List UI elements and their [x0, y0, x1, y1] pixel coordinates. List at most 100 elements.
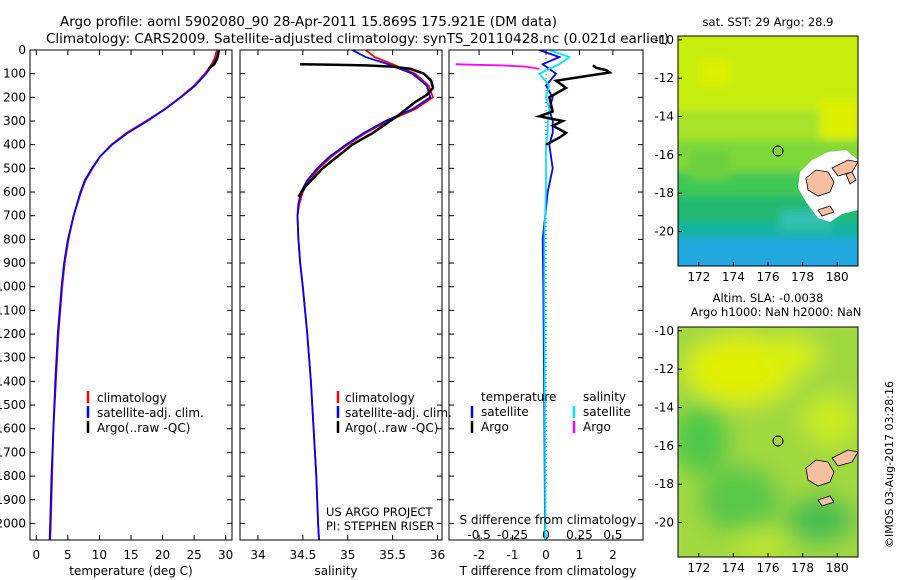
- legend-label-climatology: climatology: [97, 391, 167, 405]
- map-y-tick-label: -10: [654, 324, 674, 338]
- y-tick-label: 800: [3, 232, 26, 246]
- x-tick-label: 35: [340, 548, 355, 562]
- legend-label-temp-argo: Argo: [481, 420, 509, 434]
- map-y-tick-label: -20: [654, 516, 674, 530]
- map-x-tick-label: 178: [791, 561, 814, 575]
- difference-x2label: S difference from climatology: [460, 513, 637, 527]
- sla-float-marker: [772, 435, 784, 447]
- series-satellite-adj-clim-: [296, 50, 432, 540]
- legend-label-climatology: climatology: [345, 391, 415, 405]
- y-tick-label: 1000: [0, 280, 26, 294]
- x-tick-label: -1: [507, 548, 519, 562]
- x-tick-label: 35.5: [379, 548, 406, 562]
- x-tick-label: 5: [64, 548, 72, 562]
- legend-label-satellite: satellite-adj. clim.: [97, 406, 204, 420]
- map-y-tick-label: -12: [654, 71, 674, 85]
- legend-label-temp-satellite: satellite: [481, 405, 529, 419]
- header-line-2: Climatology: CARS2009. Satellite-adjuste…: [46, 31, 669, 47]
- x-tick-label: 34.5: [289, 548, 316, 562]
- y-tick-label: 1200: [0, 327, 26, 341]
- legend-title-salinity: salinity: [583, 390, 626, 404]
- map-y-tick-label: -18: [654, 477, 674, 491]
- y-tick-label: 600: [3, 185, 26, 199]
- x-tick-label: 15: [123, 548, 138, 562]
- y-tick-label: 2000: [0, 516, 26, 530]
- y-tick-label: 900: [3, 256, 26, 270]
- sst-heatmap-field: [678, 36, 858, 266]
- header-line-1: Argo profile: aoml 5902080_90 28-Apr-201…: [60, 14, 557, 30]
- y-tick-label: 700: [3, 209, 26, 223]
- sst-float-marker: [772, 145, 784, 157]
- legend-label-sal-satellite: satellite: [583, 405, 631, 419]
- series-argo-raw-qc-: [207, 50, 220, 70]
- map-y-tick-label: -16: [654, 148, 674, 162]
- y-tick-label: 300: [3, 114, 26, 128]
- temperature-frame: [29, 49, 233, 541]
- fiji-islands: [805, 159, 859, 217]
- map-x-tick-label: 172: [687, 561, 710, 575]
- y-tick-label: 1300: [0, 351, 26, 365]
- y-tick-label: 1700: [0, 445, 26, 459]
- map-x-tick-label: 180: [826, 270, 849, 284]
- y-tick-label: 1100: [0, 303, 26, 317]
- y-tick-label: 0: [18, 43, 26, 57]
- y-tick-label: 100: [3, 67, 26, 81]
- map-x-tick-label: 180: [826, 561, 849, 575]
- legend-title-temperature: temperature: [481, 390, 556, 404]
- salinity-xlabel: salinity: [314, 564, 357, 578]
- map-x-tick-label: 178: [791, 270, 814, 284]
- series-temperature-satellite: [539, 50, 562, 540]
- series-satellite-adj-clim-: [48, 50, 221, 540]
- map-y-tick-label: -12: [654, 362, 674, 376]
- difference-legend: temperature salinity satellite Argo sate…: [470, 390, 631, 434]
- map-x-tick-label: 174: [722, 270, 745, 284]
- temperature-xlabel: temperature (deg C): [69, 564, 192, 578]
- y-tick-label: 1900: [0, 493, 26, 507]
- series-argo-raw-qc-: [297, 62, 435, 198]
- x-tick-label: 0: [32, 548, 40, 562]
- map-x-tick-label: 172: [687, 270, 710, 284]
- fiji-islands-sla: [805, 449, 859, 507]
- legend-label-argo: Argo(..raw -QC): [97, 421, 190, 435]
- x2-tick-label: 0.5: [603, 528, 622, 542]
- salinity-frame: [239, 49, 443, 541]
- map-x-tick-label: 176: [757, 561, 780, 575]
- y-tick-label: 1800: [0, 469, 26, 483]
- map-y-tick-label: -14: [654, 401, 674, 415]
- y-tick-label: 400: [3, 138, 26, 152]
- y-tick-label: 1500: [0, 398, 26, 412]
- map-y-tick-label: -14: [654, 110, 674, 124]
- sla-map-title-1: Altim. SLA: -0.0038: [713, 291, 824, 305]
- sla-map: Altim. SLA: -0.0038 Argo h1000: NaN h200…: [654, 291, 862, 575]
- map-y-tick-label: -20: [654, 225, 674, 239]
- sla-map-title-2: Argo h1000: NaN h2000: NaN: [691, 305, 862, 319]
- y-tick-label: 1600: [0, 422, 26, 436]
- difference-panel: -2 -1 0 1 2-0.5 -0.25 0 0.25 0.5 T difference fr…: [448, 49, 644, 578]
- x-tick-label: 1: [576, 548, 584, 562]
- x-tick-label: 0: [542, 548, 550, 562]
- map-y-tick-label: -16: [654, 439, 674, 453]
- y-tick-label: 1400: [0, 374, 26, 388]
- x2-tick-label: 0.25: [566, 528, 593, 542]
- x-tick-label: 25: [186, 548, 201, 562]
- map-x-tick-label: 174: [722, 561, 745, 575]
- difference-frame: [448, 49, 644, 541]
- map-y-tick-label: -10: [654, 33, 674, 47]
- series-temperature-argo: [534, 64, 613, 146]
- project-annotation: US ARGO PROJECT: [326, 505, 434, 519]
- x-tick-label: 34: [250, 548, 265, 562]
- series-climatology: [49, 50, 218, 540]
- temperature-legend: climatology satellite-adj. clim. Argo(..…: [86, 391, 204, 435]
- map-x-tick-label: 176: [757, 270, 780, 284]
- series-salinity-satellite: [537, 50, 572, 540]
- y-tick-label: 500: [3, 161, 26, 175]
- sst-map-title: sat. SST: 29 Argo: 28.9: [703, 15, 834, 29]
- map-y-tick-label: -18: [654, 186, 674, 200]
- x-tick-label: 30: [218, 548, 233, 562]
- legend-label-satellite: satellite-adj. clim.: [345, 406, 452, 420]
- temperature-grid: 0 5 10 15 20 25 300100200300400500600700800900…: [0, 43, 233, 562]
- salinity-panel: 34 34.5 35 35.5 36 salinity climatology sate…: [239, 49, 452, 578]
- sst-map: sat. SST: 29 Argo: 28.9: [654, 15, 859, 284]
- legend-label-sal-argo: Argo: [583, 420, 611, 434]
